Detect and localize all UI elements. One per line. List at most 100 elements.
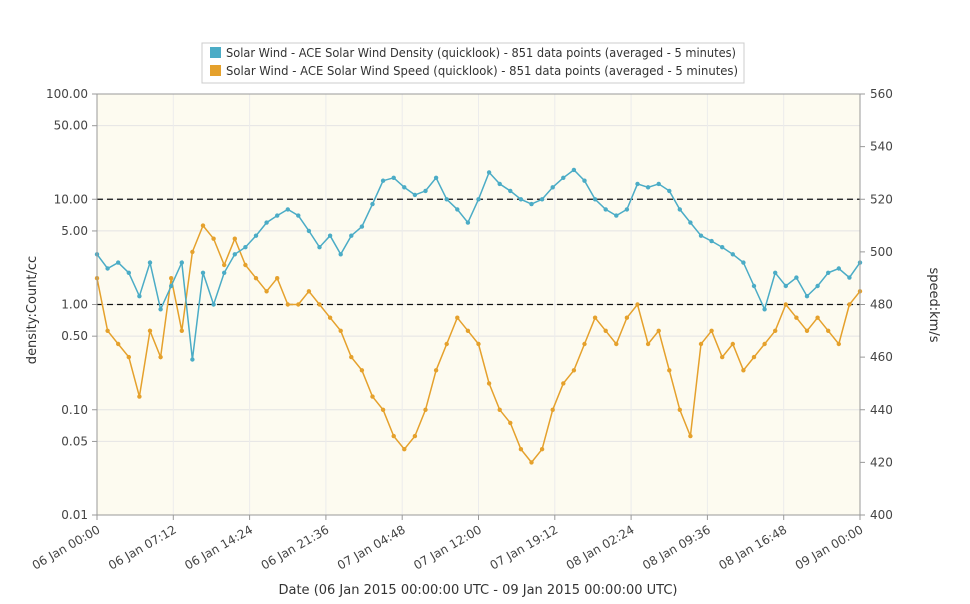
y-right-tick-label: 400 [870, 508, 893, 522]
data-point [126, 354, 131, 360]
data-point [826, 328, 831, 333]
data-point [592, 197, 598, 202]
data-point [105, 266, 110, 271]
data-point [773, 270, 778, 275]
data-point [624, 207, 630, 212]
data-point [688, 433, 693, 439]
y-right-tick-label: 420 [870, 455, 893, 469]
data-point [847, 302, 852, 307]
data-point [190, 249, 195, 255]
data-point [635, 181, 640, 187]
data-point [327, 315, 333, 320]
data-point [762, 307, 767, 312]
data-point [508, 188, 513, 194]
data-point [264, 220, 269, 225]
data-point [243, 262, 248, 268]
data-point [571, 368, 577, 373]
data-point [137, 294, 142, 299]
data-point [571, 167, 577, 173]
y-right-tick-label: 540 [870, 140, 893, 154]
data-point [169, 283, 174, 289]
data-point [645, 341, 651, 347]
data-point [423, 188, 428, 194]
data-point [550, 407, 555, 412]
data-point [529, 201, 534, 207]
x-tick-label: 08 Jan 16:48 [716, 522, 789, 572]
y-left-tick-label: 5.00 [61, 224, 88, 238]
data-point [539, 447, 545, 452]
data-point [444, 197, 449, 202]
data-point [433, 175, 439, 180]
data-point [688, 220, 693, 225]
data-point [126, 270, 131, 275]
data-point [158, 354, 163, 360]
data-point [836, 341, 841, 347]
data-point [614, 341, 619, 347]
data-point [253, 233, 259, 238]
data-point [836, 266, 841, 271]
data-point [306, 289, 312, 294]
data-point [762, 341, 767, 347]
data-point [455, 315, 460, 320]
x-tick-label: 08 Jan 09:36 [640, 522, 713, 572]
x-tick-label: 07 Jan 19:12 [487, 522, 560, 572]
data-point [338, 328, 343, 333]
data-point [465, 220, 471, 225]
legend: Solar Wind - ACE Solar Wind Density (qui… [201, 42, 745, 84]
y-left-tick-label: 1.00 [61, 298, 88, 312]
data-point [518, 447, 524, 452]
data-point [349, 233, 354, 238]
x-tick-label: 08 Jan 02:24 [564, 522, 637, 572]
y-left-tick-label: 0.50 [61, 329, 88, 343]
data-point [349, 354, 354, 360]
data-point [635, 302, 640, 307]
y-axis-left: 100.00 50.00 10.00 5.00 1.00 0.50 0.10 0.05 0.01 [46, 87, 97, 522]
series-layer [94, 167, 863, 465]
data-point [751, 283, 757, 289]
data-point [486, 381, 492, 386]
x-tick-label: 07 Jan 04:48 [335, 522, 408, 572]
data-point [391, 433, 396, 439]
data-point [741, 260, 746, 265]
data-point [285, 207, 290, 212]
data-point [804, 294, 810, 299]
data-point [317, 302, 322, 307]
data-point [794, 315, 799, 320]
legend-label-density[interactable]: Solar Wind - ACE Solar Wind Density (qui… [226, 46, 736, 60]
data-point [741, 368, 746, 373]
data-point [815, 283, 820, 289]
y-right-tick-label: 440 [870, 403, 893, 417]
data-point [561, 381, 566, 386]
x-tick-label: 06 Jan 07:12 [106, 522, 179, 572]
x-tick-label: 09 Jan 00:00 [793, 522, 866, 572]
data-point [338, 252, 343, 257]
data-point [603, 328, 608, 333]
data-point [582, 341, 587, 347]
series-speed [94, 223, 863, 465]
series-density [94, 167, 863, 362]
data-point [667, 368, 672, 373]
data-point [116, 341, 121, 347]
legend-label-speed[interactable]: Solar Wind - ACE Solar Wind Speed (quick… [226, 64, 738, 78]
data-point [402, 447, 407, 452]
data-point [486, 170, 492, 175]
data-point [200, 270, 206, 275]
data-point [222, 262, 227, 268]
data-point [561, 175, 566, 180]
y-left-tick-label: 0.01 [61, 508, 88, 522]
data-point [476, 197, 481, 202]
y-right-tick-label: 520 [870, 192, 893, 206]
data-point [423, 407, 428, 412]
data-point [359, 224, 365, 229]
legend-swatch-speed [210, 65, 221, 76]
data-point [709, 238, 714, 244]
y-left-tick-label: 100.00 [46, 87, 88, 101]
y-right-tick-label: 480 [870, 298, 893, 312]
data-point [667, 188, 672, 194]
data-point [508, 420, 513, 426]
data-point [698, 233, 704, 238]
data-point [720, 354, 725, 360]
data-point [518, 197, 524, 202]
data-point [243, 245, 248, 250]
data-point [147, 260, 153, 265]
